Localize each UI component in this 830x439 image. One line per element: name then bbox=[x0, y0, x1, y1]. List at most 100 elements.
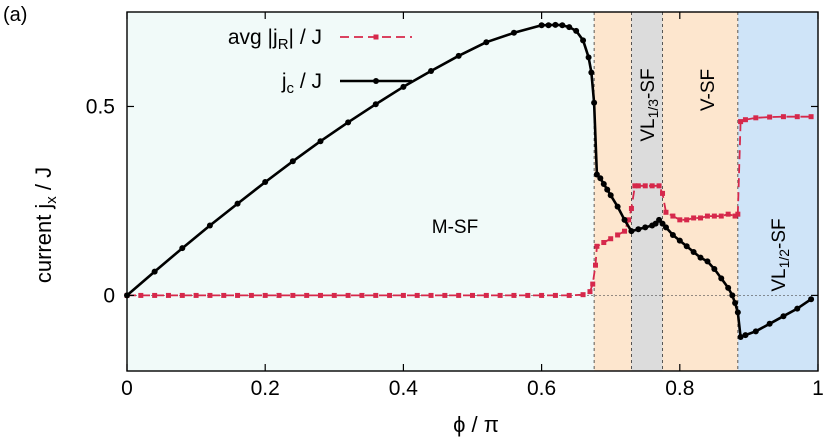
panel-label: (a) bbox=[3, 4, 27, 26]
series-jc-point bbox=[656, 216, 663, 223]
series-jR-point bbox=[732, 213, 738, 219]
series-jR-point bbox=[331, 292, 337, 298]
series-jc-point bbox=[262, 179, 269, 186]
series-jR-point bbox=[221, 292, 227, 298]
series-jc-point bbox=[711, 265, 718, 272]
series-jR-point bbox=[642, 183, 648, 189]
series-jc-point bbox=[591, 99, 598, 106]
series-jR-point bbox=[615, 232, 621, 238]
series-jR-point bbox=[345, 292, 351, 298]
series-jR-point bbox=[470, 292, 475, 298]
legend: avg |jR| / J jc / J bbox=[228, 26, 412, 97]
series-jR-point bbox=[691, 215, 697, 221]
series-jc-point bbox=[669, 231, 676, 238]
y-tick-label-1: 0.5 bbox=[86, 95, 115, 118]
x-tick-label-4: 0.8 bbox=[665, 377, 694, 400]
series-jR-point bbox=[442, 292, 448, 298]
y-axis-title-main: current j bbox=[31, 204, 56, 283]
series-jR-point bbox=[738, 119, 744, 125]
series-jc-point bbox=[604, 186, 611, 193]
series-jR-point bbox=[780, 114, 786, 120]
series-jR-point bbox=[387, 292, 393, 298]
series-jc-point bbox=[607, 192, 614, 199]
region-label-4: VL1/2-SF bbox=[769, 218, 792, 291]
region-bg-2 bbox=[631, 12, 663, 371]
legend-jc-label: jc / J bbox=[281, 70, 322, 97]
series-jc-point bbox=[628, 228, 635, 235]
series-jR-point bbox=[456, 292, 462, 298]
region-bg-3 bbox=[662, 12, 738, 371]
series-jR-point bbox=[656, 183, 662, 189]
series-jR-point bbox=[193, 292, 199, 298]
x-tick-label-5: 1 bbox=[812, 377, 824, 400]
series-jR-point bbox=[580, 292, 586, 298]
series-jR-point bbox=[566, 292, 572, 298]
series-jc-point bbox=[345, 119, 352, 126]
series-jc-point bbox=[179, 245, 186, 252]
y-axis-title-sub: x bbox=[43, 196, 60, 204]
series-jc-point bbox=[580, 37, 587, 44]
series-jR-point bbox=[373, 292, 379, 298]
series-jR-point bbox=[622, 228, 628, 234]
series-jR-point bbox=[677, 217, 683, 223]
series-jc-point bbox=[566, 24, 573, 31]
y-axis-title-tail: / J bbox=[31, 167, 56, 196]
series-jR-point bbox=[590, 281, 596, 287]
series-jR-point bbox=[635, 183, 641, 189]
series-jc-point bbox=[729, 292, 736, 299]
series-jc-point bbox=[652, 220, 659, 227]
series-jc-point bbox=[642, 224, 649, 231]
series-jR-point bbox=[698, 215, 704, 221]
series-jc-point bbox=[676, 237, 683, 244]
series-jc-point bbox=[752, 328, 759, 335]
y-axis-title: current jx / J bbox=[31, 167, 60, 283]
region-bg-0 bbox=[127, 12, 595, 371]
series-jc-point bbox=[593, 171, 600, 178]
series-jc-point bbox=[662, 224, 669, 231]
legend-jR-label: avg |jR| / J bbox=[228, 26, 322, 53]
series-jc-point bbox=[206, 222, 213, 229]
series-jc-point bbox=[734, 309, 741, 316]
region-labels: M-SF VL1/3-SF V-SF VL1/2-SF bbox=[432, 68, 792, 291]
series-jc-point bbox=[538, 22, 545, 29]
y-tick-label-0: 0 bbox=[103, 284, 115, 307]
series-jc-point bbox=[780, 313, 787, 320]
series-jc-point bbox=[737, 333, 744, 340]
series-0 bbox=[124, 21, 815, 340]
series-jR-point bbox=[632, 183, 638, 189]
series-jR-point bbox=[663, 209, 669, 215]
series-jc-point bbox=[455, 52, 462, 59]
series-jc-point bbox=[794, 305, 801, 312]
series-jR-point bbox=[235, 292, 241, 298]
series-jR-point bbox=[248, 292, 254, 298]
series-jR-point bbox=[483, 292, 489, 298]
series-jc-point bbox=[588, 69, 595, 76]
series-jR-point bbox=[649, 183, 655, 189]
series-jR-point bbox=[165, 292, 171, 298]
series-jc-point bbox=[690, 248, 697, 255]
series-jc-point bbox=[725, 284, 732, 291]
series-jR-point bbox=[587, 289, 593, 295]
series-jR-point bbox=[725, 211, 731, 217]
series-jR-point bbox=[767, 114, 773, 120]
series-jR-point bbox=[152, 292, 158, 298]
series-jR-point bbox=[735, 211, 741, 217]
x-tick-label-1: 0.2 bbox=[251, 377, 280, 400]
legend-jc-marker bbox=[373, 78, 379, 84]
series-jc-point bbox=[483, 39, 490, 46]
series-jR-point bbox=[179, 292, 185, 298]
series-jR-point bbox=[628, 206, 634, 212]
series-jc-point bbox=[559, 22, 566, 29]
series-jR-point bbox=[276, 292, 282, 298]
series-jc-point bbox=[289, 158, 296, 165]
plot-frame bbox=[126, 11, 819, 372]
series-jc-point bbox=[697, 254, 704, 261]
series-jR-point bbox=[290, 292, 296, 298]
series-jc-point bbox=[704, 258, 711, 265]
series-jR-point bbox=[594, 243, 600, 249]
series-jR-point bbox=[742, 117, 748, 123]
series-jc-point bbox=[400, 83, 407, 90]
series-jc-point bbox=[428, 67, 435, 74]
region-label-2: VL1/3-SF bbox=[638, 68, 661, 141]
